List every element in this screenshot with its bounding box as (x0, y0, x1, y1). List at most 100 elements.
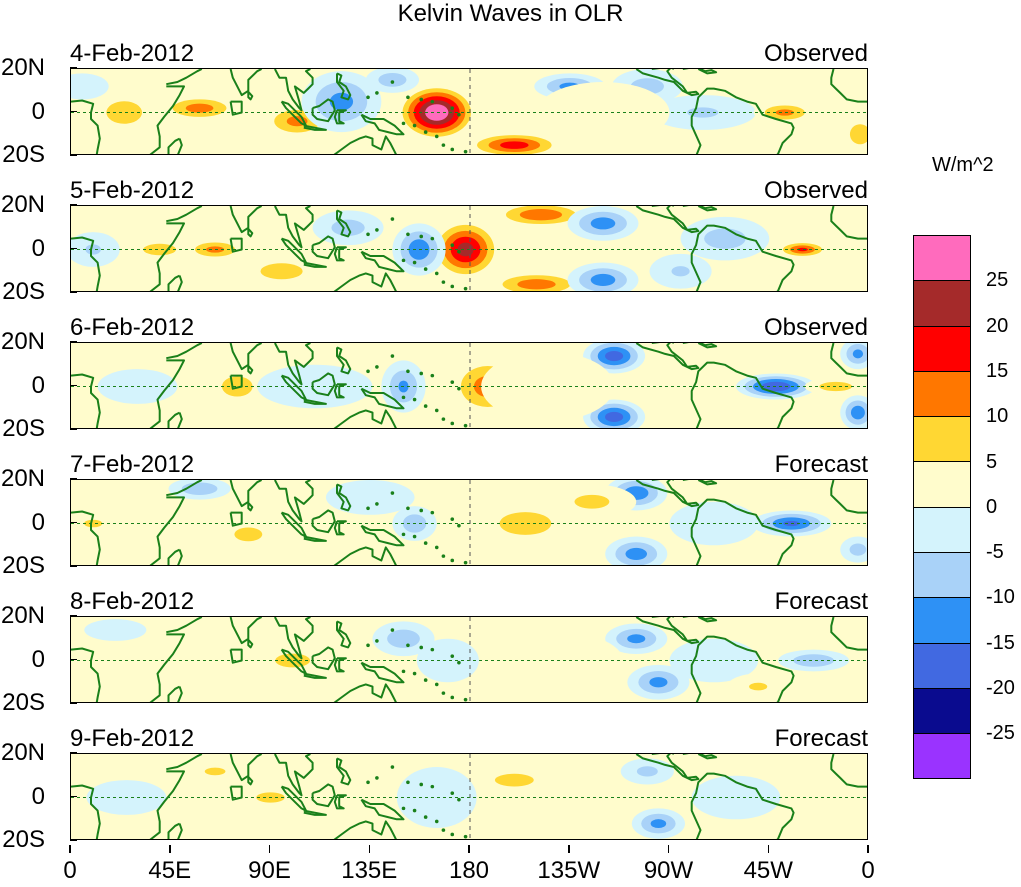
x-tick-mark (468, 845, 470, 853)
island-marker (441, 554, 446, 558)
coastline (333, 520, 347, 536)
island-marker (450, 421, 455, 426)
island-marker (423, 130, 428, 134)
coastline (71, 99, 101, 154)
coastline (682, 617, 718, 623)
coastline (333, 683, 397, 702)
coastline (360, 113, 405, 136)
island-marker (430, 236, 435, 241)
coastline (71, 784, 101, 839)
colorbar-swatch (913, 733, 971, 779)
y-tick-mark (70, 795, 77, 798)
island-marker (450, 517, 455, 521)
olr-anomaly-contour (636, 766, 658, 777)
coastline (830, 480, 867, 514)
island-marker (457, 797, 461, 802)
coastline (311, 783, 336, 808)
coastline (635, 480, 700, 508)
colorbar-swatch (913, 235, 971, 281)
map-panel (70, 616, 868, 703)
olr-anomaly-contour (797, 247, 808, 252)
y-tick-label: 0 (31, 234, 45, 262)
coastline (229, 374, 243, 390)
island-marker (450, 284, 455, 289)
x-tick-label: 135W (537, 857, 601, 884)
island-marker (366, 643, 370, 648)
y-tick-mark (70, 752, 77, 754)
y-tick-mark (70, 839, 77, 841)
coastline (303, 261, 327, 268)
island-marker (423, 267, 428, 271)
island-marker (457, 523, 461, 528)
colorbar-swatch (913, 280, 971, 326)
x-tick-label: 90E (248, 857, 291, 884)
y-tick-label: 20N (0, 54, 45, 81)
coastline (166, 617, 203, 634)
island-marker (375, 639, 379, 643)
olr-anomaly-contour (457, 242, 474, 257)
island-marker (412, 671, 417, 676)
island-marker (457, 660, 461, 665)
olr-anomaly-contour (329, 92, 354, 111)
x-tick-mark (368, 845, 370, 853)
colorbar-units: W/m^2 (932, 154, 994, 176)
olr-anomaly-contour (396, 767, 477, 828)
island-marker (450, 695, 455, 700)
coastline (333, 135, 397, 154)
island-marker (419, 97, 424, 102)
panel-status: Observed (763, 314, 868, 341)
island-marker (441, 417, 446, 421)
coastline (333, 383, 347, 399)
island-marker (434, 545, 439, 550)
chart-title: Kelvin Waves in OLR (397, 0, 624, 27)
island-marker (441, 143, 446, 147)
island-marker (450, 832, 455, 837)
coastline (229, 785, 243, 801)
olr-anomaly-contour (204, 767, 226, 776)
colorbar-label: 0 (986, 495, 998, 518)
y-tick-label: 0 (31, 645, 45, 673)
x-tick-label: 180 (448, 857, 490, 884)
coastline (336, 72, 352, 101)
coastline (247, 365, 254, 375)
coastline (274, 69, 314, 112)
island-marker (434, 271, 439, 276)
coastline (303, 535, 327, 542)
olr-anomaly-contour (425, 104, 449, 121)
y-tick-mark (70, 521, 77, 524)
island-marker (412, 260, 417, 265)
y-tick-label: 0 (31, 97, 45, 125)
colorbar-swatch (913, 370, 971, 417)
coastline (71, 510, 101, 565)
x-tick-mark (268, 845, 271, 853)
olr-anomaly-contour (221, 376, 253, 397)
y-tick-label: 0 (31, 508, 45, 536)
panel-status: Forecast (774, 451, 868, 478)
olr-anomaly-contour (260, 263, 303, 280)
olr-map (71, 343, 867, 428)
island-marker (390, 628, 395, 632)
coastline (682, 69, 718, 75)
olr-anomaly-contour (519, 209, 563, 221)
coastline (333, 272, 397, 291)
olr-anomaly-contour (691, 775, 781, 820)
map-panel (70, 205, 868, 292)
island-marker (441, 828, 446, 832)
coastline (166, 206, 203, 223)
y-tick-label: 20N (0, 328, 45, 355)
island-marker (406, 643, 410, 648)
coastline (690, 87, 795, 154)
olr-anomaly-contour (625, 547, 647, 560)
island-marker (375, 776, 379, 780)
x-tick-mark (767, 845, 769, 853)
y-tick-mark (70, 615, 77, 617)
island-marker (450, 147, 455, 152)
coastline (303, 124, 327, 131)
olr-anomaly-contour (71, 73, 109, 100)
island-marker (457, 112, 461, 117)
island-marker (419, 782, 424, 787)
y-tick-mark (70, 247, 77, 250)
olr-anomaly-contour (106, 101, 143, 124)
y-tick-mark (70, 154, 77, 156)
x-tick-label: 0 (63, 857, 77, 884)
